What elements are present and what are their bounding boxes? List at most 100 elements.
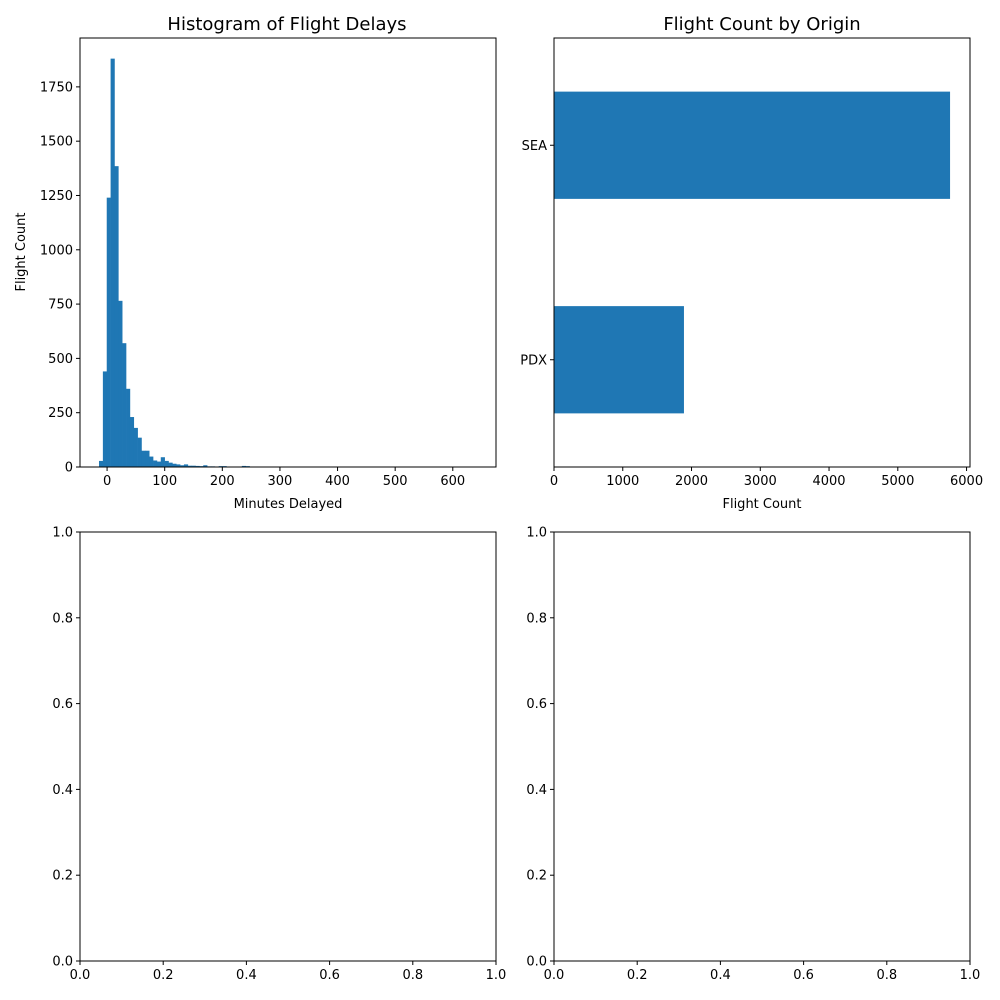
empty-left-y-tick-label: 0.2 [52, 869, 73, 884]
empty-left-x-ticks: 0.0 0.2 0.4 0.6 0.8 1.0 [70, 961, 507, 983]
origin-bar-sea [554, 91, 951, 199]
empty-left-x-tick-label: 0.4 [236, 968, 257, 983]
histogram-bar [156, 461, 162, 467]
histogram-bar [122, 343, 127, 467]
histogram-x-tick-label: 400 [325, 474, 350, 489]
histogram-y-tick-label: 500 [48, 352, 73, 367]
histogram-bar [114, 166, 119, 467]
empty-left-x-tick-label: 1.0 [486, 968, 507, 983]
histogram-bar [110, 58, 115, 468]
empty-left-y-tick-label: 0.0 [52, 955, 73, 970]
origin-bar-pdx [554, 306, 684, 414]
histogram-axes-frame [79, 37, 497, 468]
empty-left-y-tick-label: 0.4 [52, 783, 73, 798]
histogram-bar [183, 464, 189, 467]
histogram-x-tick-label: 0 [103, 474, 111, 489]
histogram-x-tick-label: 600 [440, 474, 465, 489]
empty-right-y-tick-label: 0.4 [526, 783, 547, 798]
histogram-bar [191, 465, 196, 467]
empty-axes-frame-right [553, 531, 971, 962]
empty-left-y-ticks: 0.0 0.2 0.4 0.6 0.8 1.0 [52, 526, 80, 970]
histogram-y-tick-label: 250 [48, 406, 73, 421]
histogram-y-tick-label: 0 [65, 461, 73, 476]
empty-left-x-tick-label: 0.2 [153, 968, 174, 983]
histogram-bar [149, 456, 154, 467]
histogram-bar [126, 388, 131, 467]
empty-left-y-tick-label: 1.0 [52, 526, 73, 541]
histogram-bar [141, 450, 146, 467]
histogram-bar [106, 197, 111, 467]
histogram-title: Histogram of Flight Delays [167, 14, 406, 35]
empty-right-y-tick-label: 1.0 [526, 526, 547, 541]
empty-right-x-tick-label: 1.0 [960, 968, 981, 983]
empty-right-y-tick-label: 0.2 [526, 869, 547, 884]
histogram-panel: Histogram of Flight Delays 0 100 200 300 400… [14, 14, 497, 512]
histogram-bar [145, 450, 150, 467]
origin-bar-x-axis-label: Flight Count [722, 497, 801, 512]
histogram-bar [153, 460, 158, 467]
histogram-bars [99, 58, 301, 468]
empty-axes-frame-left [79, 531, 497, 962]
histogram-x-ticks: 0 100 200 300 400 500 600 [103, 467, 465, 489]
histogram-y-tick-label: 750 [48, 298, 73, 313]
empty-axes-bottom-left: 0.0 0.2 0.4 0.6 0.8 1.0 0.0 0.2 0.4 0.6 0.8 1.0 [52, 526, 506, 984]
histogram-bar [203, 465, 208, 467]
histogram-bar [164, 460, 169, 467]
empty-right-y-tick-label: 0.8 [526, 611, 547, 626]
empty-left-y-tick-label: 0.6 [52, 697, 73, 712]
origin-bar-x-tick-label: 2000 [675, 474, 708, 489]
histogram-x-tick-label: 100 [152, 474, 177, 489]
empty-left-x-tick-label: 0.8 [402, 968, 423, 983]
histogram-bar [168, 462, 173, 467]
histogram-bar [137, 437, 142, 467]
histogram-bar [172, 463, 177, 467]
empty-right-x-tick-label: 0.6 [793, 968, 814, 983]
histogram-bar [195, 465, 200, 467]
origin-bar-title: Flight Count by Origin [663, 14, 860, 35]
origin-bars [554, 91, 951, 414]
origin-bar-x-tick-label: 6000 [950, 474, 983, 489]
histogram-y-tick-label: 1250 [40, 189, 73, 204]
histogram-y-tick-label: 1000 [40, 243, 73, 258]
histogram-y-tick-label: 1750 [40, 80, 73, 95]
histogram-x-tick-label: 300 [268, 474, 293, 489]
histogram-bar [180, 465, 185, 467]
histogram-bar [187, 465, 192, 467]
histogram-x-tick-label: 500 [383, 474, 408, 489]
origin-bar-axes-frame [553, 37, 971, 468]
histogram-bar [241, 465, 247, 467]
origin-bar-y-ticks: PDX SEA [520, 139, 554, 368]
histogram-y-tick-label: 1500 [40, 135, 73, 150]
histogram-x-axis-label: Minutes Delayed [234, 497, 343, 512]
histogram-bar [99, 460, 104, 467]
origin-bar-y-tick-label: PDX [520, 353, 547, 368]
empty-right-y-ticks: 0.0 0.2 0.4 0.6 0.8 1.0 [526, 526, 554, 970]
histogram-bar [118, 300, 123, 467]
origin-bar-x-tick-label: 4000 [812, 474, 845, 489]
histogram-bar [129, 417, 135, 467]
empty-left-x-tick-label: 0.0 [70, 968, 91, 983]
origin-bar-panel: Flight Count by Origin 0 1000 2000 3000 4000… [520, 14, 983, 512]
empty-right-x-tick-label: 0.2 [627, 968, 648, 983]
empty-right-x-tick-label: 0.0 [544, 968, 565, 983]
origin-bar-x-tick-label: 5000 [881, 474, 914, 489]
histogram-bar [176, 464, 181, 467]
origin-bar-y-tick-label: SEA [522, 139, 547, 154]
empty-left-x-tick-label: 0.6 [319, 968, 340, 983]
empty-right-x-ticks: 0.0 0.2 0.4 0.6 0.8 1.0 [544, 961, 981, 983]
histogram-x-tick-label: 200 [210, 474, 235, 489]
histogram-y-ticks: 0 250 500 750 1000 1250 1500 1750 [40, 80, 80, 476]
histogram-bar [133, 427, 138, 467]
origin-bar-x-ticks: 0 1000 2000 3000 4000 5000 6000 [550, 467, 983, 489]
empty-right-y-tick-label: 0.0 [526, 955, 547, 970]
origin-bar-x-tick-label: 0 [550, 474, 558, 489]
histogram-y-axis-label: Flight Count [14, 212, 29, 291]
empty-axes-bottom-right: 0.0 0.2 0.4 0.6 0.8 1.0 0.0 0.2 0.4 0.6 0.8 1.0 [526, 526, 980, 984]
empty-left-y-tick-label: 0.8 [52, 611, 73, 626]
histogram-bar [102, 371, 108, 467]
empty-right-x-tick-label: 0.4 [710, 968, 731, 983]
empty-right-y-tick-label: 0.6 [526, 697, 547, 712]
origin-bar-x-tick-label: 3000 [744, 474, 777, 489]
empty-right-x-tick-label: 0.8 [876, 968, 897, 983]
